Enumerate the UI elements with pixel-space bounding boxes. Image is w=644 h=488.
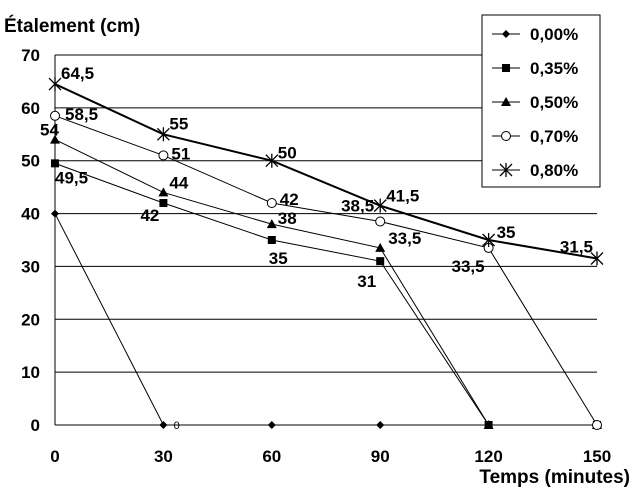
legend: 0,00% 0,35% 0,50% 0,70% 0,80% (481, 14, 601, 188)
series-line (54, 139, 597, 426)
data-point (265, 153, 279, 168)
data-point (483, 420, 494, 429)
data-labels: 49,5 42 35 31 54 44 38 33,5 58,5 51 42 38,5 33,5 64,5… (40, 64, 593, 432)
legend-marker (502, 30, 510, 38)
legend-entry: 0,35% (492, 59, 578, 78)
series-layer (48, 77, 604, 430)
data-label: 58,5 (65, 105, 98, 124)
data-point (376, 257, 385, 266)
data-point (376, 421, 385, 429)
legend-label: 0,50% (530, 93, 578, 112)
legend-box (481, 14, 601, 188)
data-label: 42 (140, 206, 159, 225)
series-4 (50, 110, 602, 430)
y-tick-label: 50 (21, 152, 40, 171)
data-label: 50 (278, 144, 297, 163)
data-point (266, 219, 277, 229)
data-point (482, 233, 496, 247)
series-2 (51, 159, 601, 429)
y-axis-title: Étalement (cm) (4, 15, 140, 37)
data-point (159, 199, 168, 207)
data-label: 41,5 (386, 187, 419, 206)
data-label: 31,5 (560, 238, 593, 257)
x-tick-label: 150 (583, 447, 611, 466)
legend-marker (499, 163, 513, 177)
data-point (48, 77, 62, 92)
data-label: 42 (280, 190, 299, 209)
data-point (50, 134, 60, 144)
data-point (50, 110, 60, 121)
x-tick-label: 90 (371, 447, 390, 466)
legend-label: 0,00% (530, 25, 578, 44)
legend-marker (502, 64, 510, 72)
data-label: 33,5 (452, 257, 485, 276)
series-line (54, 162, 597, 426)
legend-label: 0,80% (530, 161, 578, 180)
data-point (156, 127, 170, 142)
y-tick-label: 30 (21, 257, 40, 276)
y-tick-label: 40 (21, 205, 40, 224)
data-point (267, 236, 276, 244)
x-tick-label: 30 (154, 447, 173, 466)
series-line (54, 83, 598, 260)
data-label: 0 (174, 420, 180, 432)
data-point (373, 198, 387, 213)
y-tick-label: 70 (21, 46, 40, 65)
data-point (51, 209, 59, 218)
data-label: 35 (269, 249, 288, 268)
data-label: 38,5 (341, 197, 374, 216)
y-tick-label: 60 (21, 99, 40, 118)
legend-entry: 0,70% (492, 127, 578, 146)
x-tick-label: 60 (262, 447, 281, 466)
data-point (267, 421, 276, 429)
y-tick-label: 10 (21, 363, 40, 382)
data-point (590, 251, 604, 266)
legend-label: 0,70% (530, 127, 578, 146)
data-label: 55 (169, 114, 188, 133)
legend-entry: 0,50% (492, 93, 578, 112)
data-label: 38 (278, 209, 297, 228)
data-point (375, 242, 386, 252)
data-point (158, 187, 169, 197)
data-label: 49,5 (55, 168, 88, 187)
data-point (592, 420, 602, 430)
legend-marker (501, 97, 511, 106)
series-line (54, 115, 598, 426)
y-tick-label: 0 (31, 416, 40, 435)
data-label: 35 (497, 223, 516, 242)
data-label: 33,5 (388, 229, 421, 248)
data-point (266, 198, 277, 208)
series-5 (48, 77, 604, 266)
x-tick-label: 120 (474, 447, 502, 466)
data-label: 64,5 (61, 64, 94, 83)
data-label: 44 (169, 173, 188, 192)
legend-entry: 0,80% (492, 161, 578, 180)
data-point (51, 159, 59, 168)
data-point (375, 216, 386, 227)
data-point (158, 150, 169, 161)
legend-label: 0,35% (530, 59, 578, 78)
x-axis-title: Temps (minutes) (479, 467, 630, 488)
legend-marker (501, 131, 511, 141)
data-label: 51 (171, 144, 190, 163)
legend-entry: 0,00% (492, 25, 578, 44)
gridlines (54, 54, 597, 426)
data-point (159, 421, 168, 429)
tick-labels: 0 10 20 30 40 50 60 70 0 30 60 90 120 150 (21, 46, 611, 466)
y-tick-label: 20 (21, 310, 40, 329)
x-tick-label: 0 (50, 447, 59, 466)
data-label: 31 (357, 272, 376, 291)
data-label: 54 (40, 121, 59, 140)
